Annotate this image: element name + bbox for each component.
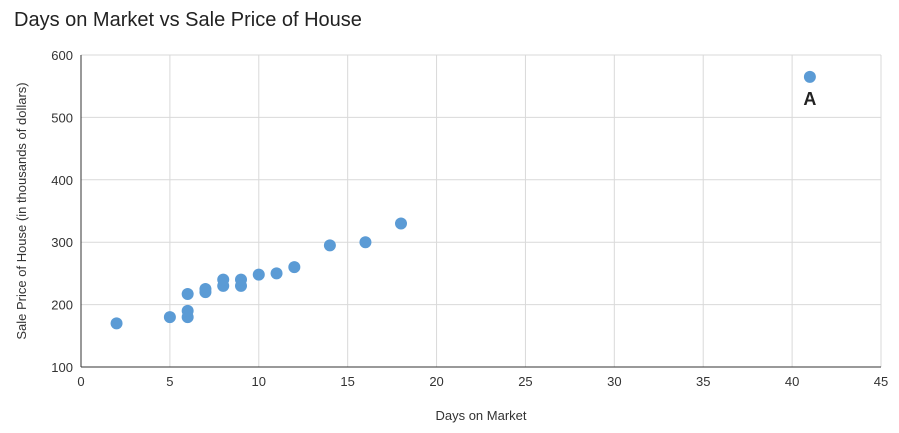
- y-axis-title: Sale Price of House (in thousands of dol…: [14, 82, 29, 339]
- data-point: [181, 287, 194, 300]
- data-point: [323, 239, 336, 252]
- data-point: [288, 261, 301, 274]
- x-axis-title: Days on Market: [435, 408, 526, 423]
- y-tick-label: 400: [51, 173, 73, 188]
- data-point: [110, 317, 123, 330]
- x-tick-label: 0: [77, 374, 84, 389]
- x-tick-label: 30: [607, 374, 621, 389]
- tick-labels: 0 5 10 15 20 25 30 35 40 45 100 200 300 400 500 600: [51, 48, 888, 389]
- x-tick-label: 5: [166, 374, 173, 389]
- data-points: A: [110, 70, 816, 330]
- axes: [80, 55, 881, 368]
- data-point: [270, 267, 283, 280]
- data-point: [235, 273, 247, 286]
- x-tick-label: 35: [696, 374, 710, 389]
- data-point: [163, 311, 176, 324]
- data-point: [199, 283, 212, 295]
- data-point: [252, 268, 265, 281]
- data-point: [217, 273, 230, 286]
- point-annotation-label: A: [803, 89, 816, 109]
- data-point: [803, 70, 816, 83]
- data-point: [359, 236, 372, 249]
- x-tick-label: 10: [252, 374, 266, 389]
- y-tick-label: 600: [51, 48, 73, 63]
- chart-title: Days on Market vs Sale Price of House: [14, 9, 362, 31]
- data-point: [181, 304, 194, 317]
- x-tick-label: 45: [874, 374, 888, 389]
- y-tick-label: 200: [51, 298, 73, 313]
- y-tick-label: 300: [51, 235, 73, 250]
- x-tick-label: 15: [340, 374, 354, 389]
- x-tick-label: 25: [518, 374, 532, 389]
- grid-lines: [81, 54, 882, 367]
- data-point: [395, 217, 407, 230]
- y-tick-label: 500: [51, 110, 73, 125]
- x-tick-label: 20: [429, 374, 443, 389]
- y-tick-label: 100: [51, 360, 73, 375]
- x-tick-label: 40: [785, 374, 799, 389]
